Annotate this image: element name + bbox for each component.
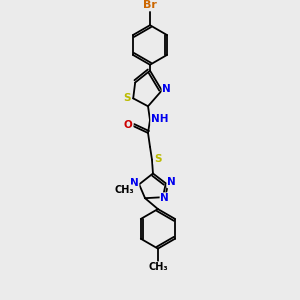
Text: N: N	[162, 85, 171, 94]
Text: N: N	[130, 178, 139, 188]
Text: N: N	[167, 177, 176, 188]
Text: NH: NH	[151, 114, 169, 124]
Text: S: S	[124, 93, 131, 103]
Text: O: O	[124, 120, 133, 130]
Text: CH₃: CH₃	[115, 185, 134, 195]
Text: Br: Br	[143, 0, 157, 11]
Text: S: S	[154, 154, 162, 164]
Text: N: N	[160, 193, 169, 203]
Text: CH₃: CH₃	[148, 262, 168, 272]
